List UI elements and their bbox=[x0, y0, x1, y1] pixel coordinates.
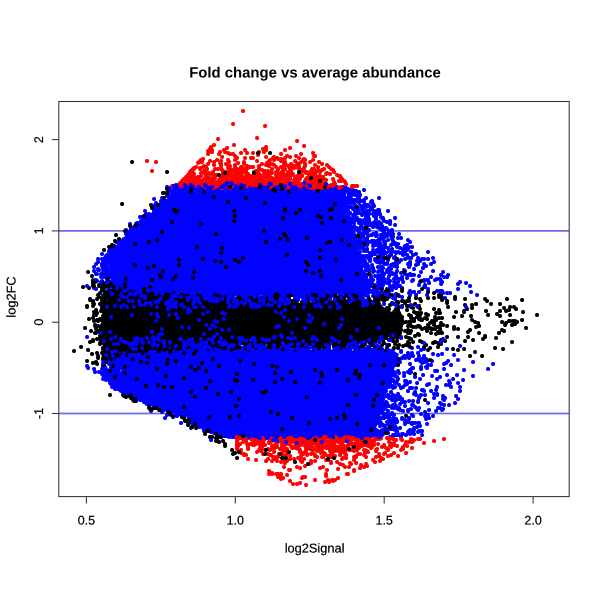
svg-text:log2Signal: log2Signal bbox=[285, 540, 345, 555]
svg-text:2.0: 2.0 bbox=[524, 514, 541, 528]
svg-text:0.5: 0.5 bbox=[78, 514, 95, 528]
svg-text:-1: -1 bbox=[32, 408, 46, 419]
svg-text:1.5: 1.5 bbox=[376, 514, 393, 528]
svg-text:Fold change vs average abundan: Fold change vs average abundance bbox=[189, 65, 441, 81]
svg-text:2: 2 bbox=[32, 136, 46, 143]
svg-text:1.0: 1.0 bbox=[227, 514, 244, 528]
svg-text:0: 0 bbox=[32, 319, 46, 326]
svg-text:1: 1 bbox=[32, 227, 46, 234]
svg-text:log2FC: log2FC bbox=[3, 276, 18, 317]
